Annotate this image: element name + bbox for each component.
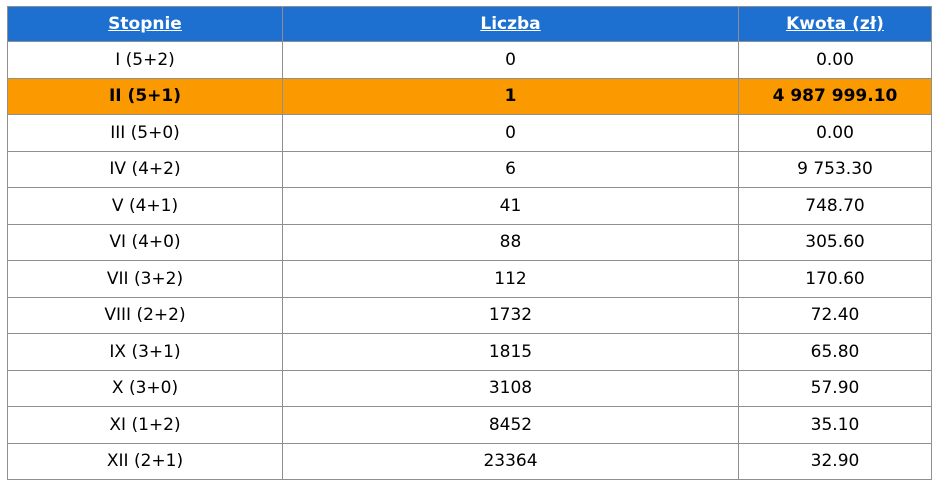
cell-liczba: 23364 [282,442,739,480]
table-row: III (5+0) 0 0.00 [7,114,932,152]
cell-kwota: 170.60 [738,260,932,298]
table-row: XI (1+2) 8452 35.10 [7,406,932,444]
results-table-container: Stopnie Liczba Kwota (zł) I (5+2) 0 0.00 II… [7,6,932,480]
table-body: I (5+2) 0 0.00 II (5+1) 1 4 987 999.10 III (5+… [7,41,932,480]
cell-stopien: II (5+1) [7,77,283,115]
header-cell-liczba[interactable]: Liczba [282,6,739,42]
cell-stopien: XI (1+2) [7,406,283,444]
cell-stopien: XII (2+1) [7,442,283,480]
table-row: VII (3+2) 112 170.60 [7,260,932,298]
cell-kwota: 35.10 [738,406,932,444]
cell-stopien: VI (4+0) [7,223,283,261]
cell-kwota: 4 987 999.10 [738,77,932,115]
table-row: VI (4+0) 88 305.60 [7,223,932,261]
cell-liczba: 1732 [282,296,739,334]
table-row: VIII (2+2) 1732 72.40 [7,296,932,334]
cell-stopien: IX (3+1) [7,333,283,371]
table-row: V (4+1) 41 748.70 [7,187,932,225]
cell-kwota: 305.60 [738,223,932,261]
table-row: X (3+0) 3108 57.90 [7,369,932,407]
cell-stopien: IV (4+2) [7,150,283,188]
cell-stopien: X (3+0) [7,369,283,407]
cell-kwota: 65.80 [738,333,932,371]
header-link-kwota[interactable]: Kwota (zł) [786,14,884,34]
cell-liczba: 3108 [282,369,739,407]
cell-liczba: 112 [282,260,739,298]
table-row: IV (4+2) 6 9 753.30 [7,150,932,188]
cell-liczba: 0 [282,114,739,152]
cell-kwota: 0.00 [738,41,932,79]
cell-stopien: III (5+0) [7,114,283,152]
table-row: IX (3+1) 1815 65.80 [7,333,932,371]
prize-results-table: Stopnie Liczba Kwota (zł) I (5+2) 0 0.00 II… [7,6,932,480]
cell-liczba: 41 [282,187,739,225]
header-link-stopnie[interactable]: Stopnie [108,14,182,34]
cell-kwota: 748.70 [738,187,932,225]
cell-liczba: 8452 [282,406,739,444]
cell-liczba: 6 [282,150,739,188]
cell-stopien: VII (3+2) [7,260,283,298]
table-row: I (5+2) 0 0.00 [7,41,932,79]
cell-liczba: 1 [282,77,739,115]
table-header-row: Stopnie Liczba Kwota (zł) [7,6,932,42]
cell-kwota: 72.40 [738,296,932,334]
cell-stopien: V (4+1) [7,187,283,225]
header-cell-stopnie[interactable]: Stopnie [7,6,283,42]
table-row: XII (2+1) 23364 32.90 [7,442,932,480]
cell-kwota: 0.00 [738,114,932,152]
header-cell-kwota[interactable]: Kwota (zł) [738,6,932,42]
cell-kwota: 57.90 [738,369,932,407]
cell-liczba: 0 [282,41,739,79]
cell-stopien: I (5+2) [7,41,283,79]
cell-stopien: VIII (2+2) [7,296,283,334]
cell-kwota: 32.90 [738,442,932,480]
cell-liczba: 1815 [282,333,739,371]
table-row-highlighted: II (5+1) 1 4 987 999.10 [7,77,932,115]
cell-kwota: 9 753.30 [738,150,932,188]
cell-liczba: 88 [282,223,739,261]
header-link-liczba[interactable]: Liczba [480,14,541,34]
